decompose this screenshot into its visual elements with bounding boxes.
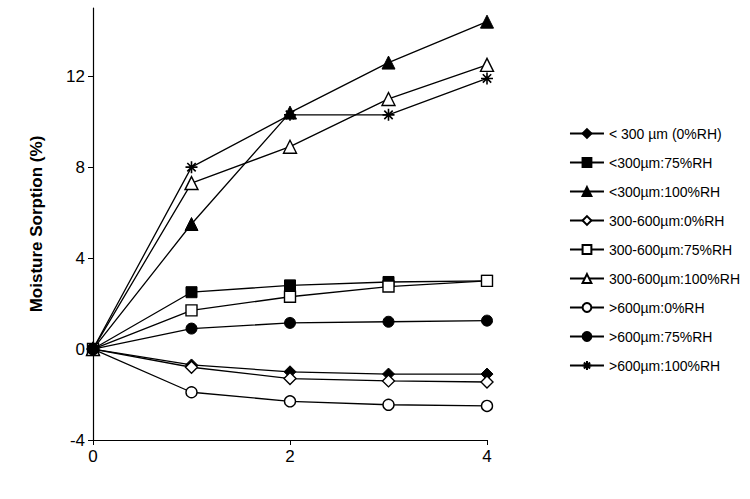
svg-text:300-600µm:75%RH: 300-600µm:75%RH xyxy=(609,242,732,258)
svg-text:0: 0 xyxy=(88,447,97,466)
svg-text:12: 12 xyxy=(66,67,85,86)
svg-text:2: 2 xyxy=(285,447,294,466)
svg-text:>600µm:0%RH: >600µm:0%RH xyxy=(609,300,705,316)
svg-text:Moisture Sorption (%): Moisture Sorption (%) xyxy=(27,136,46,313)
svg-text:>600µm:100%RH: >600µm:100%RH xyxy=(609,358,720,374)
svg-text:300-600µm:100%RH: 300-600µm:100%RH xyxy=(609,271,740,287)
svg-text:<300µm:100%RH: <300µm:100%RH xyxy=(609,184,720,200)
svg-text:4: 4 xyxy=(482,447,491,466)
svg-text:0: 0 xyxy=(76,340,85,359)
svg-text:8: 8 xyxy=(76,158,85,177)
svg-text:< 300 µm (0%RH): < 300 µm (0%RH) xyxy=(609,126,722,142)
svg-text:>600µm:75%RH: >600µm:75%RH xyxy=(609,329,712,345)
svg-text:300-600µm:0%RH: 300-600µm:0%RH xyxy=(609,213,724,229)
svg-text:-4: -4 xyxy=(70,431,85,450)
svg-text:<300µm:75%RH: <300µm:75%RH xyxy=(609,155,712,171)
svg-text:4: 4 xyxy=(76,249,85,268)
